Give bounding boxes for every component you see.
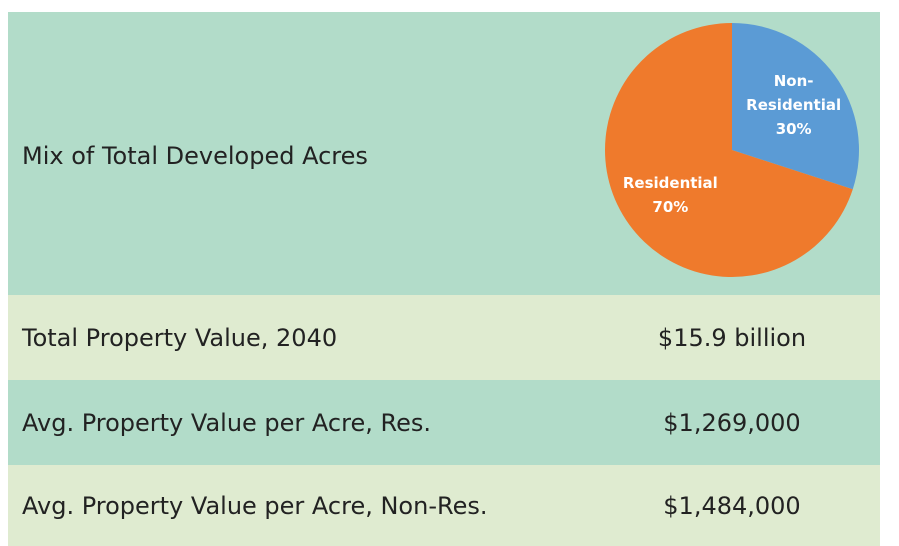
row-value: $15.9 billion bbox=[657, 324, 807, 352]
pie-slice bbox=[732, 23, 859, 190]
slice-value: 70% bbox=[652, 197, 689, 216]
table-row: Avg. Property Value per Acre, Res. $1,26… bbox=[8, 380, 880, 465]
table-row: Avg. Property Value per Acre, Non-Res. $… bbox=[8, 465, 880, 546]
table-row: Total Property Value, 2040 $15.9 billion bbox=[8, 295, 880, 380]
slice-label: Residential 70% bbox=[620, 171, 720, 219]
slice-label: Non-Residential 30% bbox=[744, 69, 844, 141]
row-label: Mix of Total Developed Acres bbox=[22, 142, 368, 170]
slice-name: Non-Residential bbox=[746, 72, 842, 115]
row-value: $1,484,000 bbox=[663, 492, 801, 520]
slice-name: Residential bbox=[622, 173, 718, 192]
pie-slice bbox=[604, 23, 853, 277]
slice-value: 30% bbox=[775, 120, 812, 139]
row-label: Avg. Property Value per Acre, Non-Res. bbox=[22, 492, 488, 520]
row-label: Avg. Property Value per Acre, Res. bbox=[22, 409, 431, 437]
row-label: Total Property Value, 2040 bbox=[22, 324, 338, 352]
row-value: $1,269,000 bbox=[663, 409, 801, 437]
